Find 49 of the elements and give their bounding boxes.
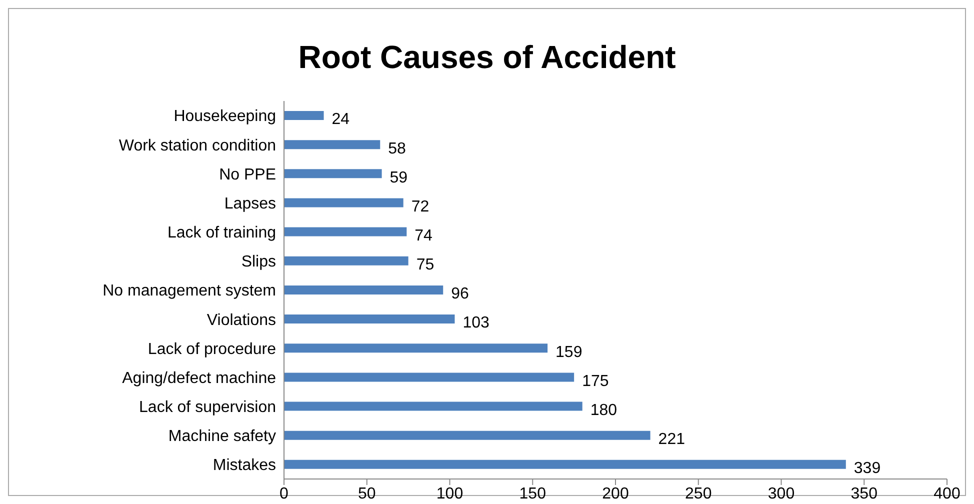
data-label: 59	[390, 169, 408, 186]
y-tick-label: Mistakes	[212, 457, 276, 474]
bar	[284, 140, 380, 150]
bar	[284, 314, 455, 324]
x-tick-label: 0	[280, 485, 289, 502]
data-label: 75	[416, 256, 434, 274]
data-label: 221	[658, 431, 686, 448]
x-tick-label: 200	[602, 485, 629, 502]
bar	[284, 344, 548, 353]
bar	[284, 198, 404, 208]
x-tick-label: 350	[850, 485, 878, 502]
bar	[284, 372, 574, 382]
data-label: 159	[556, 344, 582, 361]
bar	[284, 430, 650, 440]
x-tick-label: 100	[436, 485, 464, 502]
bar	[284, 227, 407, 236]
y-tick-label: Lack of procedure	[148, 340, 276, 358]
bar	[284, 285, 444, 294]
y-tick-label: No management system	[102, 282, 276, 300]
y-tick-label: Machine safety	[168, 428, 276, 446]
bar	[284, 169, 382, 178]
data-label: 96	[451, 286, 470, 303]
x-tick-label: 150	[519, 485, 546, 502]
data-label: 58	[388, 140, 406, 158]
x-tick-label: 50	[358, 485, 376, 502]
y-tick-label: Work station condition	[118, 137, 276, 154]
y-tick-label: Violations	[206, 312, 276, 329]
y-tick-label: Lack of training	[167, 224, 276, 242]
data-label: 24	[332, 111, 350, 128]
data-label: 180	[590, 402, 618, 419]
chart-title: Root Causes of Accident	[297, 38, 677, 77]
data-label: 175	[582, 372, 609, 390]
data-label: 103	[462, 314, 490, 332]
y-tick-label: Lack of supervision	[139, 398, 276, 416]
x-tick-label: 250	[685, 485, 712, 502]
data-label: 74	[414, 227, 433, 244]
y-tick-label: Lapses	[224, 195, 276, 212]
y-tick-label: Aging/defect machine	[122, 370, 276, 387]
y-tick-label: Slips	[241, 254, 276, 271]
bar	[284, 256, 408, 266]
x-tick-label: 400	[934, 485, 960, 502]
data-label: 339	[854, 460, 881, 478]
x-tick-label: 300	[768, 485, 795, 502]
data-label: 72	[411, 198, 430, 216]
bar	[284, 111, 324, 120]
bar	[284, 460, 846, 469]
y-tick-label: No PPE	[219, 166, 276, 184]
bar	[284, 402, 582, 411]
y-tick-label: Housekeeping	[174, 108, 276, 126]
